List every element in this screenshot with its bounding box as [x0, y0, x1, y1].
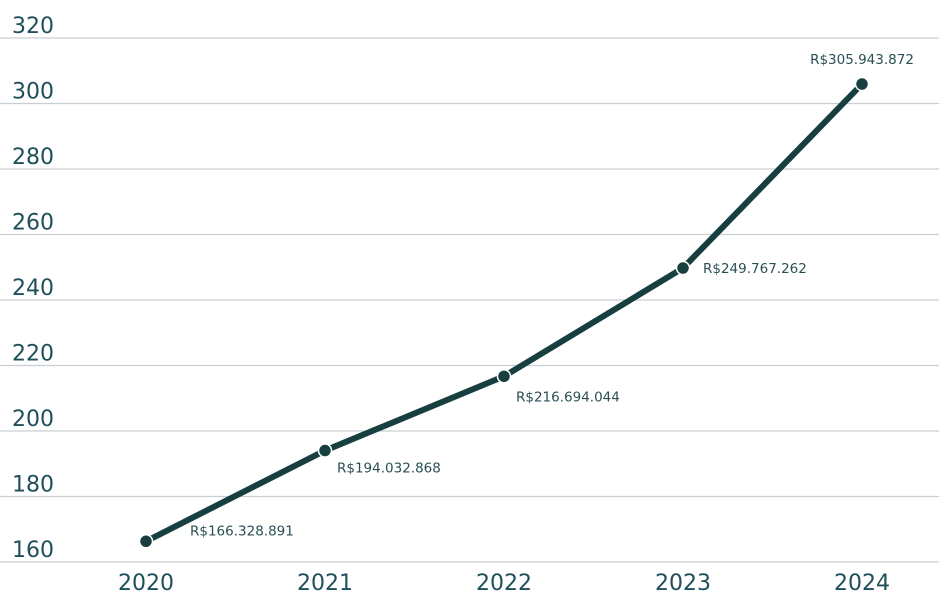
y-tick-label: 260	[12, 211, 54, 236]
y-tick-label: 160	[12, 538, 54, 563]
y-tick-label: 320	[12, 14, 54, 39]
y-tick-label: 180	[12, 473, 54, 498]
x-tick-label: 2022	[476, 571, 532, 592]
data-point-2020	[138, 534, 154, 549]
series	[138, 76, 870, 549]
y-tick-label: 200	[12, 407, 54, 432]
x-tick-label: 2020	[118, 571, 174, 592]
data-label-2024: R$305.943.872	[810, 52, 914, 68]
y-tick-label: 280	[12, 145, 54, 170]
data-labels: R$166.328.891 R$194.032.868 R$216.694.044 R…	[190, 52, 914, 539]
x-axis: 2020 2021 2022 2023 2024	[118, 571, 890, 592]
grid	[0, 37, 939, 563]
y-tick-label: 300	[12, 80, 54, 105]
data-label-2021: R$194.032.868	[337, 461, 441, 477]
y-tick-label: 240	[12, 276, 54, 301]
data-point-2022	[496, 369, 512, 384]
x-tick-label: 2024	[834, 571, 890, 592]
data-label-2022: R$216.694.044	[516, 389, 620, 405]
data-point-2024	[854, 76, 870, 92]
x-tick-label: 2021	[297, 571, 353, 592]
series-line	[143, 81, 865, 545]
data-point-2023	[675, 260, 691, 276]
data-label-2023: R$249.767.262	[703, 261, 807, 277]
data-point-2021	[317, 443, 333, 458]
y-tick-label: 220	[12, 342, 54, 367]
y-axis: 160 180 200 220 240 260 280 300 320	[12, 14, 54, 563]
data-label-2020: R$166.328.891	[190, 523, 294, 539]
x-tick-label: 2023	[655, 571, 711, 592]
